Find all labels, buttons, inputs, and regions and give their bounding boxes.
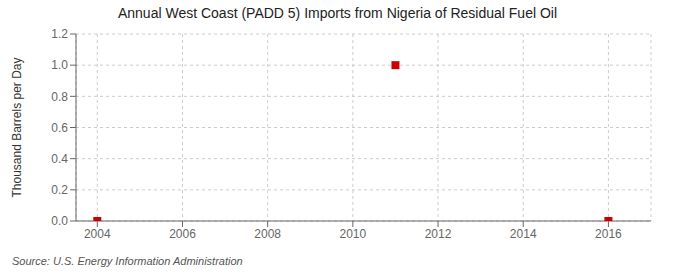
svg-text:Thousand Barrels per Day: Thousand Barrels per Day [10,57,24,197]
svg-text:1.0: 1.0 [51,58,68,72]
svg-text:1.2: 1.2 [51,27,68,41]
html-text:Source: U.S. Energy Informatio: Source: U.S. Energy Information Administ… [12,255,243,267]
svg-text:0.0: 0.0 [51,214,68,228]
svg-text:2010: 2010 [340,227,367,241]
svg-text:0.4: 0.4 [51,152,68,166]
svg-text:2012: 2012 [425,227,452,241]
svg-text:2006: 2006 [169,227,196,241]
html-text:Annual West Coast (PADD 5) Imp: Annual West Coast (PADD 5) Imports from … [118,5,557,21]
svg-text:2008: 2008 [254,227,281,241]
svg-text:2014: 2014 [510,227,537,241]
svg-text:2016: 2016 [595,227,622,241]
svg-text:0.6: 0.6 [51,121,68,135]
svg-text:0.8: 0.8 [51,90,68,104]
svg-text:2004: 2004 [84,227,111,241]
svg-text:0.2: 0.2 [51,183,68,197]
